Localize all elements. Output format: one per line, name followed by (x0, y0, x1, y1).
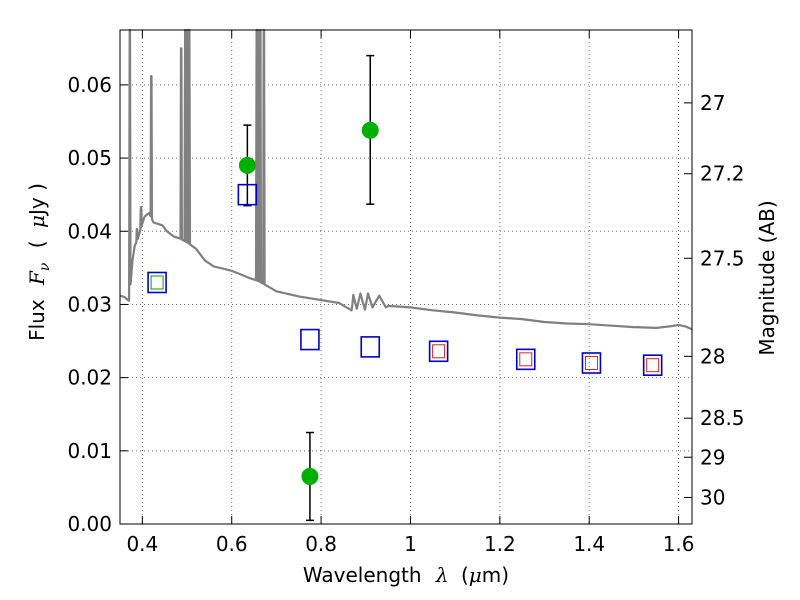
model-flux-inner-square (584, 355, 598, 370)
model-flux-square (642, 354, 663, 376)
observed-flux-point (238, 156, 256, 174)
y-tick-label: 0.00 (67, 512, 112, 536)
y-tick-label: 0.04 (67, 219, 112, 243)
x-tick-label: 0.8 (305, 532, 337, 556)
model-flux-square (147, 271, 167, 294)
observed-flux-point (361, 121, 379, 139)
model-flux-square (237, 183, 258, 206)
y-tick-label: 0.06 (67, 73, 112, 97)
plot-frame (119, 29, 693, 525)
model-flux-square (515, 348, 536, 371)
x-axis-ticks: 0.4 0.6 0.8 1 1.2 1.4 1.6 (126, 30, 695, 556)
model-flux-square (428, 340, 449, 363)
model-flux-square (581, 352, 602, 374)
model-flux-inner-square (519, 352, 533, 367)
y-axis-ticks: 0.00 0.01 0.02 0.03 0.04 0.05 0.06 (67, 73, 128, 536)
y2-tick-label: 30 (700, 485, 725, 509)
x-axis-label: Wavelength λ (μm) (303, 563, 509, 587)
x-tick-label: 0.4 (126, 532, 158, 556)
x-tick-label: 1.2 (484, 532, 516, 556)
y2-tick-label: 27.5 (700, 246, 745, 270)
x-tick-label: 1.4 (573, 532, 605, 556)
observed-flux-point (301, 467, 319, 485)
y-tick-label: 0.05 (67, 146, 112, 170)
model-spectrum (119, 28, 693, 331)
y2-tick-label: 28.5 (700, 406, 745, 430)
y2-tick-label: 27 (700, 91, 725, 115)
y2-tick-label: 28 (700, 344, 725, 368)
x-tick-label: 0.6 (216, 532, 248, 556)
spectrum-line (119, 28, 693, 331)
model-flux-square (300, 328, 320, 351)
y-tick-label: 0.01 (67, 439, 112, 463)
x-tick-label: 1 (404, 532, 417, 556)
model-flux-inner-square (432, 344, 446, 359)
model-flux-square (360, 336, 381, 358)
y-tick-label: 0.02 (67, 366, 112, 390)
y-axis-label: Flux Fν ( μJy ) (25, 183, 54, 341)
x-tick-label: 1.6 (663, 532, 695, 556)
data-markers (147, 54, 663, 522)
grid (120, 30, 692, 525)
y2-tick-label: 29 (700, 445, 725, 469)
y2-axis-label: Magnitude (AB) (755, 200, 779, 355)
model-flux-inner-square (646, 358, 660, 373)
y2-tick-label: 27.2 (700, 162, 745, 186)
y-tick-label: 0.03 (67, 292, 112, 316)
y2-axis-ticks: 27 27.2 27.5 28 28.5 29 30 (684, 91, 745, 509)
model-flux-inner-square (150, 275, 164, 290)
